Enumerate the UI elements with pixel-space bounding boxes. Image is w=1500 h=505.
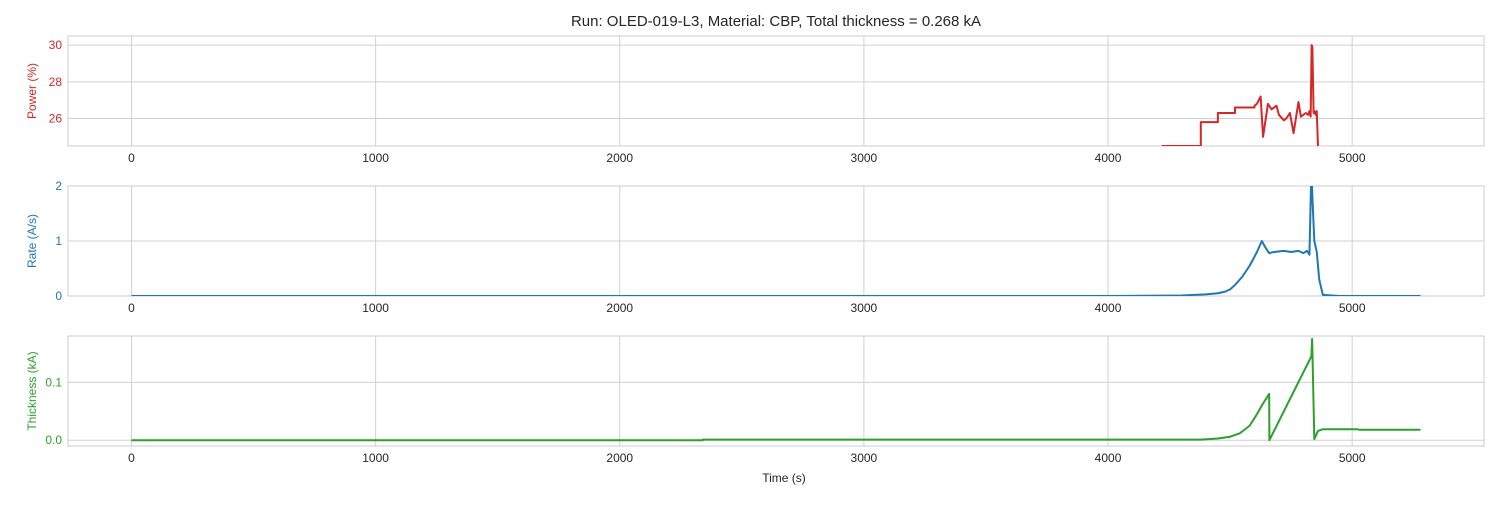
x-tick-label: 3000	[851, 451, 878, 465]
x-tick-label: 4000	[1095, 451, 1122, 465]
power-panel: 0 1000 2000 3000 4000 5000 26 28 30 Power (%)	[25, 35, 1485, 165]
x-tick-label: 2000	[606, 451, 633, 465]
x-tick-label: 0	[128, 301, 135, 315]
x-tick-label: 1000	[362, 151, 389, 165]
x-tick-label: 4000	[1095, 151, 1122, 165]
y-tick-label: 1	[55, 234, 62, 248]
y-tick-label: 0.0	[45, 433, 62, 447]
chart-title: Run: OLED-019-L3, Material: CBP, Total t…	[571, 13, 981, 30]
x-tick-label: 0	[128, 451, 135, 465]
series-line	[1161, 44, 1319, 146]
rate-panel: 0 1000 2000 3000 4000 5000 0 1 2 Rate (A/s)	[25, 179, 1485, 315]
y-tick-label: 28	[49, 75, 63, 89]
plot-frame	[67, 35, 1485, 147]
x-tick-label: 1000	[362, 451, 389, 465]
y-tick-label: 2	[55, 179, 62, 193]
y-tick-label: 0.1	[45, 375, 62, 389]
x-tick-label: 5000	[1339, 301, 1366, 315]
x-tick-label: 0	[128, 151, 135, 165]
x-tick-label: 1000	[362, 301, 389, 315]
series-line	[131, 186, 1421, 296]
y-tick-label: 26	[49, 112, 63, 126]
x-tick-label: 2000	[606, 151, 633, 165]
y-axis-label: Thickness (kA)	[25, 351, 39, 430]
y-axis-label: Power (%)	[25, 63, 39, 119]
x-tick-label: 4000	[1095, 301, 1122, 315]
x-tick-label: 2000	[606, 301, 633, 315]
x-tick-label: 5000	[1339, 451, 1366, 465]
x-tick-label: 3000	[851, 151, 878, 165]
y-tick-label: 0	[55, 289, 62, 303]
x-tick-label: 5000	[1339, 151, 1366, 165]
thickness-panel: 0 1000 2000 3000 4000 5000 0.0 0.1 Thickness (kA…	[25, 335, 1485, 485]
x-axis-label: Time (s)	[762, 471, 806, 485]
series-line	[131, 337, 1421, 442]
y-tick-label: 30	[49, 38, 63, 52]
y-axis-label: Rate (A/s)	[25, 214, 39, 268]
plot-frame	[67, 335, 1485, 447]
x-tick-label: 3000	[851, 301, 878, 315]
